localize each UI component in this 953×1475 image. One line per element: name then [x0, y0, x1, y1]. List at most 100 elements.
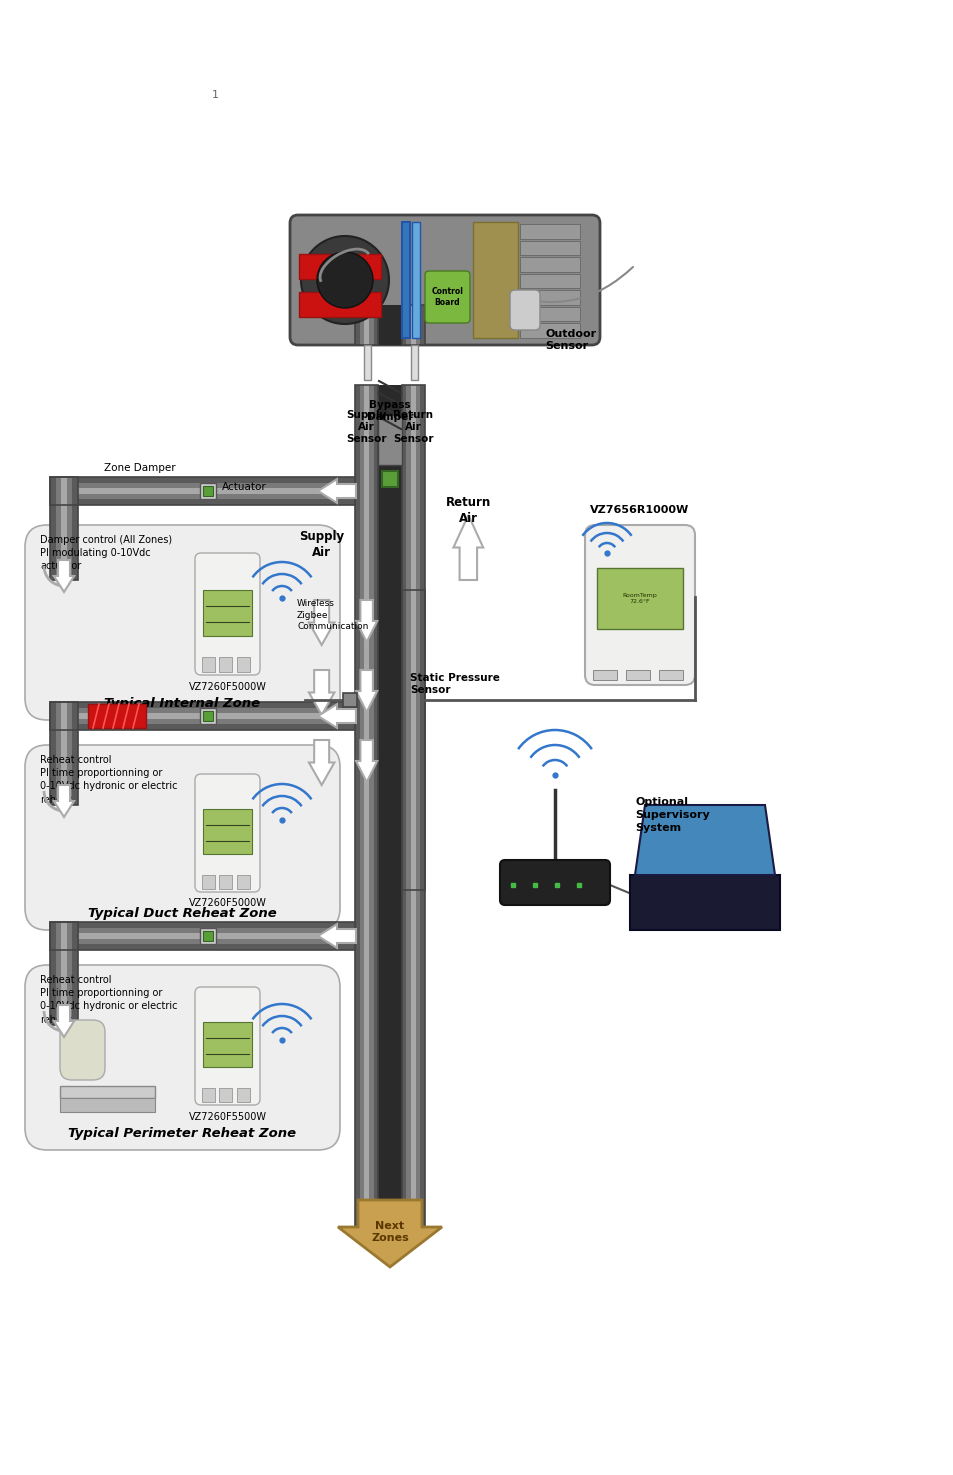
Text: VZ7260F5000W: VZ7260F5000W [189, 898, 267, 909]
Text: Next
Zones: Next Zones [371, 1221, 409, 1243]
Polygon shape [53, 560, 74, 591]
Polygon shape [317, 479, 355, 503]
Bar [401, 590, 424, 889]
Bar [378, 305, 401, 345]
Bar [411, 305, 416, 345]
Bar [203, 485, 213, 496]
Bar [50, 702, 55, 805]
Bar [401, 223, 410, 338]
Polygon shape [355, 670, 376, 712]
Bar [359, 385, 364, 1240]
Text: Zone Damper: Zone Damper [104, 463, 175, 473]
Bar [50, 922, 78, 1025]
Bar [50, 922, 55, 1025]
Bar [203, 810, 252, 854]
Bar [236, 1089, 250, 1102]
Bar [359, 305, 364, 345]
Bar [50, 476, 55, 580]
Bar [343, 693, 356, 707]
Text: Wireless
Zigbee
Communication: Wireless Zigbee Communication [296, 599, 368, 631]
Bar [412, 223, 419, 338]
Bar [67, 702, 72, 805]
Bar [519, 274, 579, 288]
Text: Optional
Supervisory
System: Optional Supervisory System [635, 796, 709, 833]
Bar [50, 702, 355, 708]
Circle shape [301, 236, 389, 324]
Bar [201, 1089, 214, 1102]
Polygon shape [317, 704, 355, 727]
Bar [355, 385, 359, 1240]
Bar [519, 257, 579, 271]
Bar [374, 305, 378, 345]
Polygon shape [453, 515, 483, 580]
Polygon shape [309, 600, 335, 645]
Text: Return
Air: Return Air [445, 496, 491, 525]
Bar [406, 590, 411, 889]
Bar [369, 385, 374, 1240]
Polygon shape [629, 875, 780, 931]
Text: VZ7260F5000W: VZ7260F5000W [189, 681, 267, 692]
Bar [593, 670, 617, 680]
Bar [401, 385, 424, 1240]
Text: 1: 1 [212, 90, 218, 100]
Bar [55, 476, 61, 580]
Polygon shape [337, 1201, 441, 1267]
Bar [50, 494, 355, 500]
Bar [401, 305, 406, 345]
Polygon shape [53, 1004, 74, 1037]
Bar [519, 291, 579, 305]
Text: RoomTemp
72.6°F: RoomTemp 72.6°F [622, 593, 657, 603]
Bar [625, 670, 650, 680]
Bar [50, 718, 355, 724]
Bar [50, 488, 355, 494]
Bar [420, 305, 424, 345]
Bar [50, 476, 355, 504]
Bar [201, 658, 214, 673]
Polygon shape [309, 670, 335, 715]
Polygon shape [53, 785, 74, 817]
Bar [200, 708, 215, 724]
FancyBboxPatch shape [510, 291, 539, 330]
Bar [416, 305, 420, 345]
Bar [416, 385, 420, 1240]
Bar [219, 1089, 232, 1102]
Bar [519, 224, 579, 239]
Polygon shape [355, 740, 376, 782]
Bar [298, 292, 380, 317]
Bar [381, 471, 397, 487]
Bar [364, 345, 371, 381]
Bar [200, 928, 215, 944]
Text: Outdoor
Sensor: Outdoor Sensor [544, 329, 596, 351]
Bar [50, 724, 355, 730]
Bar [374, 385, 378, 1240]
Bar [416, 590, 420, 889]
Text: Control
Board: Control Board [431, 288, 463, 307]
Bar [50, 944, 355, 950]
Bar [55, 922, 61, 1025]
Text: Typical Duct Reheat Zone: Typical Duct Reheat Zone [88, 907, 276, 920]
Bar [60, 1097, 154, 1112]
FancyBboxPatch shape [194, 553, 260, 676]
Bar [355, 385, 378, 1240]
Bar [50, 934, 355, 938]
Bar [72, 476, 78, 580]
Bar [50, 922, 355, 950]
Text: Supply
Air: Supply Air [299, 531, 344, 559]
Bar [50, 928, 355, 934]
Bar [72, 702, 78, 805]
Bar [203, 1022, 252, 1068]
Bar [411, 345, 417, 381]
Polygon shape [309, 740, 335, 785]
Bar [377, 414, 401, 465]
Bar [200, 482, 215, 499]
Bar [50, 476, 78, 580]
Text: VZ7260F5500W: VZ7260F5500W [189, 1112, 267, 1122]
Bar [67, 922, 72, 1025]
FancyBboxPatch shape [25, 965, 339, 1150]
FancyBboxPatch shape [194, 774, 260, 892]
Bar [355, 305, 359, 345]
Bar [401, 385, 406, 1240]
Text: Supply
Air
Sensor: Supply Air Sensor [346, 410, 387, 444]
Text: Bypass
Damper: Bypass Damper [366, 400, 413, 422]
Polygon shape [635, 805, 774, 875]
